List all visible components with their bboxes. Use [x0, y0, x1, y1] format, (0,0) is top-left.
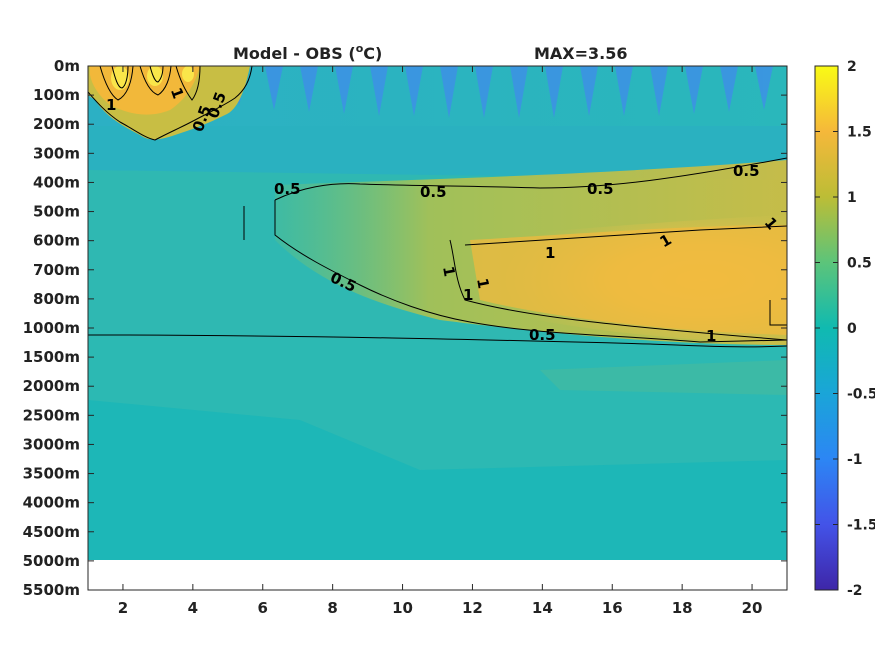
x-tick-label: 8: [327, 599, 337, 617]
y-tick-label: 4000m: [23, 494, 80, 512]
colorbar-tick-label: 2: [847, 59, 857, 75]
y-tick-label: 500m: [33, 203, 80, 221]
mid-depth-patch: [540, 360, 787, 395]
colorbar-tick-label: -0.5: [847, 387, 875, 403]
y-tick-label: 5000m: [23, 552, 80, 570]
y-tick-label: 2000m: [23, 377, 80, 395]
contour-label: 0.5: [587, 180, 614, 198]
y-tick-label: 4500m: [23, 523, 80, 541]
contour-label: 1: [473, 277, 493, 290]
y-tick-label: 3500m: [23, 465, 80, 483]
colorbar-tick-label: 1.5: [847, 125, 872, 141]
y-tick-label: 0m: [54, 57, 80, 75]
y-tick-label: 100m: [33, 86, 80, 104]
y-tick-label: 2500m: [23, 406, 80, 424]
colorbar-tick-label: 0.5: [847, 256, 872, 272]
y-tick-label: 400m: [33, 173, 80, 191]
contour-label: 1: [706, 327, 716, 345]
x-tick-label: 16: [602, 599, 623, 617]
contour-label: 1: [545, 244, 555, 262]
contour-label: 1: [439, 265, 459, 278]
max-value-label: MAX=3.56: [534, 44, 628, 63]
y-tick-label: 3000m: [23, 435, 80, 453]
contour-label: 1: [463, 286, 473, 304]
y-axis: 0m 100m 200m 300m 400m 500m 600m 700m 800m 1000m 1…: [23, 57, 787, 599]
colorbar-tick-label: 1: [847, 190, 857, 206]
x-tick-label: 12: [462, 599, 483, 617]
contour-label: 0.5: [733, 162, 760, 180]
colorbar-ticks: 2 1.5 1 0.5 0 -0.5 -1 -1.5 -2: [815, 59, 875, 599]
contour-label: 0.5: [274, 180, 301, 198]
colorbar-tick-label: -1: [847, 452, 863, 468]
y-tick-label: 200m: [33, 115, 80, 133]
x-tick-label: 20: [742, 599, 763, 617]
x-tick-label: 14: [532, 599, 553, 617]
warm-core-inner: [470, 225, 787, 335]
x-axis: 2 4 6 8 10 12 14 16 18 20: [118, 66, 763, 617]
x-tick-label: 10: [392, 599, 413, 617]
y-tick-label: 300m: [33, 144, 80, 162]
y-tick-label: 700m: [33, 261, 80, 279]
y-tick-label: 1000m: [23, 319, 80, 337]
colorbar: 2 1.5 1 0.5 0 -0.5 -1 -1.5 -2: [814, 59, 875, 599]
y-tick-label: 5500m: [23, 581, 80, 599]
y-tick-label: 1500m: [23, 348, 80, 366]
upper-field: [88, 120, 787, 180]
x-tick-label: 18: [672, 599, 693, 617]
deep-cool-field: [88, 400, 787, 560]
x-tick-label: 4: [188, 599, 198, 617]
x-tick-label: 2: [118, 599, 128, 617]
colorbar-tick-label: 0: [847, 321, 857, 337]
contour-lines: [88, 66, 787, 348]
contour-label: 0.5: [529, 326, 556, 344]
colorbar-tick-label: -2: [847, 583, 863, 599]
contour-label: 1: [106, 96, 116, 114]
chart-title: Model - OBS (oC): [233, 42, 382, 63]
colorbar-tick-label: -1.5: [847, 518, 875, 534]
x-tick-label: 6: [258, 599, 268, 617]
contour-label: 0.5: [420, 183, 447, 201]
y-tick-label: 600m: [33, 232, 80, 250]
y-tick-label: 800m: [33, 290, 80, 308]
heatmap-area: [87, 65, 788, 591]
colorbar-gradient: [815, 66, 838, 590]
